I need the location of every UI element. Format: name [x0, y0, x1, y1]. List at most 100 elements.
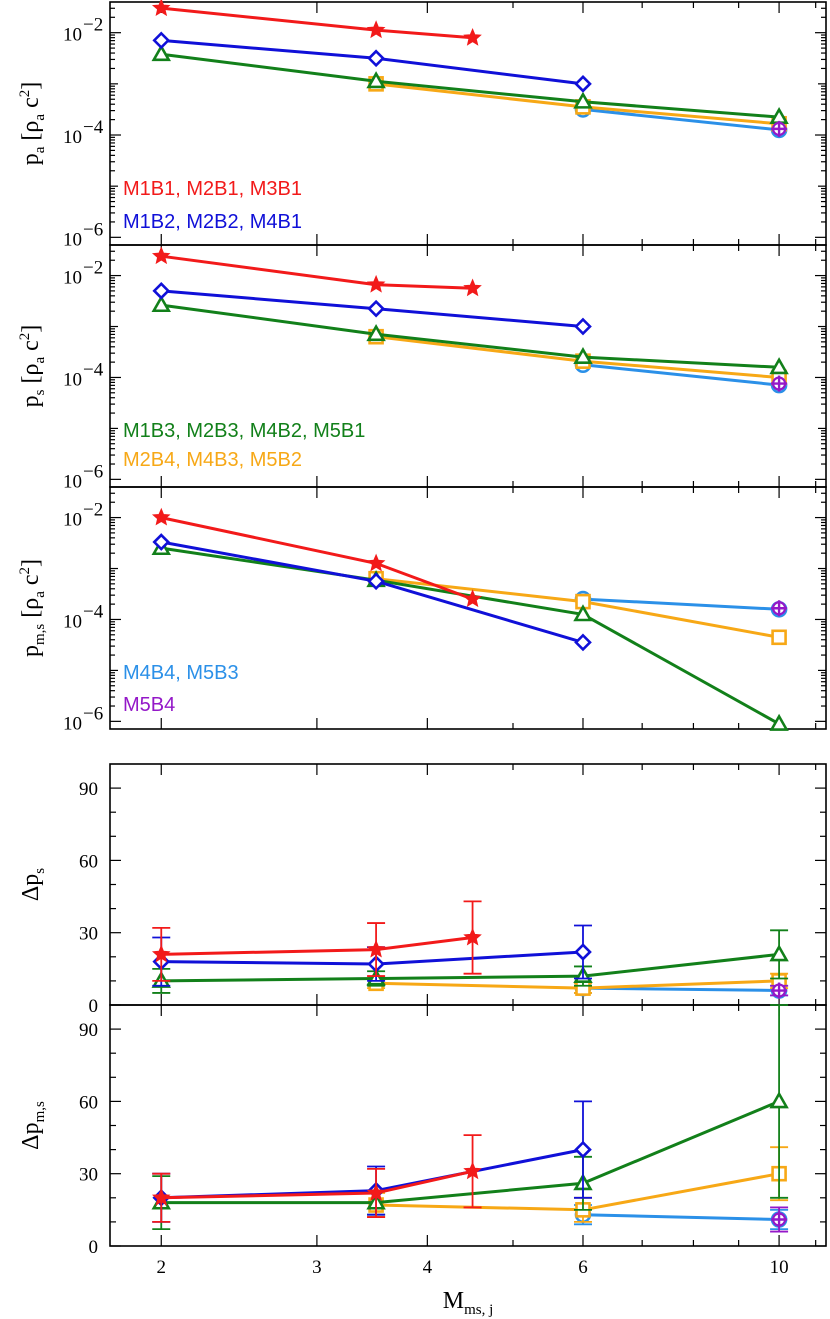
y-axis-pa: 10−210−410−6 [63, 7, 826, 250]
y-axis-label-dpms: Δpm,s [18, 1101, 48, 1150]
y-tick-label: 10 [63, 611, 82, 632]
y-tick-label-exp: −4 [83, 117, 104, 138]
data-point-star [463, 1161, 482, 1180]
series-line [161, 303, 780, 369]
y-axis-label-dps: Δps [18, 868, 48, 901]
series-line [161, 254, 473, 290]
legend-pa: M1B1, M2B1, M3B1 M1B2, M2B2, M4B1 [123, 178, 302, 233]
panel-dpms: 0 30 60 90 Δpm,s [18, 1004, 827, 1258]
plot-frame-dps [109, 763, 827, 1006]
panel-pa: 10−210−410 −6pa [ρa c2]M1B1, M2B1, M3B1M1… [17, 0, 827, 250]
y-tick-label-exp: −2 [83, 15, 103, 36]
legend-ps: M1B3, M2B3, M4B2, M5B1 M2B4, M4B3, M5B2 [123, 420, 365, 471]
data-point-plus [771, 120, 788, 137]
y-tick-label: 10 [63, 713, 82, 734]
y-tick-label-exp: −6 [83, 703, 103, 724]
series-line [582, 1213, 780, 1221]
data-point-plus [771, 982, 788, 999]
x-tick-label: 10 [770, 1257, 789, 1278]
data-point-diamond [574, 633, 592, 652]
plot-frame-pms [109, 486, 827, 730]
data-point-triangle [573, 604, 593, 622]
y-axis-pms: 10−210−410−6 [63, 492, 826, 734]
series-red-dpms [151, 1134, 482, 1223]
data-point-star [151, 0, 171, 17]
data-point-star [463, 589, 482, 608]
series-lightblue-dpms [573, 1204, 789, 1231]
legend-entry: M2B4, M4B3, M5B2 [123, 449, 302, 471]
data-point-star [366, 274, 386, 293]
y-tick-label: 0 [89, 996, 99, 1017]
data-point-triangle [573, 346, 593, 365]
y-tick-label-exp: −4 [83, 601, 104, 622]
series-line [582, 986, 780, 992]
series-purple-ps [771, 375, 788, 392]
legend-entry: M1B3, M2B3, M4B2, M5B1 [123, 420, 365, 442]
series-green-ps [151, 294, 789, 375]
x-tick-label: 4 [423, 1257, 433, 1278]
data-point-star [463, 27, 482, 46]
x-axis-label: Mms, j [443, 1288, 494, 1318]
data-point-diamond [367, 49, 385, 68]
series-blue-pms [152, 533, 592, 652]
data-point-star [151, 944, 171, 963]
series-purple-pa [771, 120, 788, 137]
data-point-triangle [769, 713, 789, 731]
data-point-diamond [574, 1140, 592, 1159]
y-axis-dps: 0 30 60 90 [79, 779, 826, 1017]
y-tick-label-exp: −6 [83, 461, 103, 482]
panels: 10−210−410 −6pa [ρa c2]M1B1, M2B1, M3B1M1… [17, 0, 827, 1258]
data-point-triangle [151, 294, 171, 313]
data-point-triangle [573, 91, 593, 109]
panel-dps: 0 30 60 90 Δps [18, 763, 827, 1017]
data-point-diamond [152, 533, 171, 551]
data-point-star [366, 1183, 386, 1201]
data-point-triangle [769, 357, 789, 375]
y-tick-label: 30 [79, 924, 98, 945]
x-ticks-pa [160, 2, 817, 245]
series-blue-pa [152, 31, 592, 93]
series-blue-ps [152, 282, 592, 336]
data-point-star [463, 278, 482, 297]
series-line [161, 1169, 473, 1200]
y-tick-label: 60 [79, 1092, 98, 1113]
series-line [160, 516, 474, 601]
data-point-star [366, 939, 386, 958]
data-point-star [463, 927, 482, 946]
series-red-pms [151, 507, 482, 608]
data-point-triangle [769, 1091, 789, 1109]
series-line [161, 52, 780, 119]
series-lightblue-pms [574, 590, 788, 618]
y-tick-label: 0 [89, 1237, 99, 1258]
y-axis-ps: 10−210−410−6 [63, 250, 826, 492]
y-tick-label-exp: −2 [83, 500, 103, 521]
y-tick-label-exp: −2 [83, 258, 103, 279]
y-axis-dpms: 0 30 60 90 [79, 1020, 826, 1258]
series-line [582, 107, 780, 132]
data-point-triangle [366, 324, 386, 342]
x-tick-label: 6 [578, 1257, 588, 1278]
series-purple-dpms [770, 1206, 789, 1233]
y-tick-label: 10 [63, 369, 82, 390]
y-tick-label: 10 [63, 471, 82, 492]
legend-entry: M1B2, M2B2, M4B1 [123, 211, 302, 233]
series-green-pms [151, 538, 789, 731]
series-red-ps [151, 246, 482, 297]
data-point-square [771, 629, 787, 646]
legend-entry: M5B4 [123, 694, 175, 716]
data-point-star [366, 553, 386, 572]
series-line [161, 1100, 780, 1205]
y-tick-label-exp: −4 [83, 359, 104, 380]
y-tick-label: 10 [63, 127, 82, 148]
series-green-pa [151, 44, 789, 125]
y-axis-label-ps: ps [ρa c2] [17, 325, 48, 408]
series-line [161, 936, 473, 956]
y-tick-label: 60 [79, 851, 98, 872]
x-tick-label: 3 [312, 1257, 322, 1278]
legend-entry: M4B4, M5B3 [123, 662, 239, 684]
series-purple-pms [771, 600, 788, 617]
y-tick-label: 90 [79, 779, 98, 800]
data-point-plus [771, 375, 788, 392]
